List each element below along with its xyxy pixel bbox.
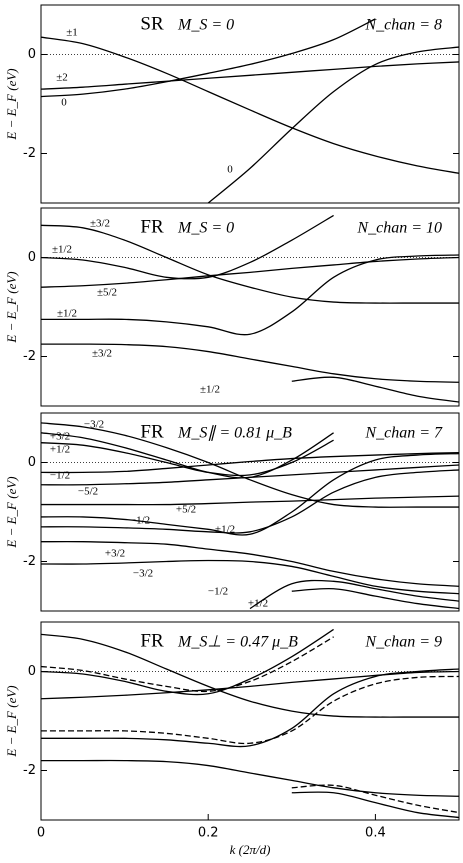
y-tick-label: -2	[23, 763, 36, 778]
panel-title: FR	[140, 421, 164, 442]
x-tick-label: 0.2	[198, 826, 219, 841]
panel-subtitle: M_S∥ = 0.81 μ_B	[177, 425, 292, 442]
band-label: 0	[61, 97, 67, 109]
panel: -2 0 0 0.2 0.4 FR M_S⊥ = 0.47 μ_B N_chan = 9 E −…	[4, 621, 460, 857]
band-curve	[41, 61, 459, 90]
panel-annotation: N_chan = 7	[364, 425, 443, 442]
band-curve	[41, 628, 334, 696]
panel-subtitle: M_S = 0	[177, 220, 234, 237]
band-label: ±3/2	[92, 348, 112, 360]
band-curve	[41, 636, 334, 693]
band-curve	[41, 668, 459, 748]
band-label: ±3/2	[90, 218, 110, 230]
band-label: ±2	[56, 72, 68, 84]
panel-subtitle: M_S = 0	[177, 17, 234, 34]
band-curve	[41, 469, 459, 534]
x-tick-label: 0	[37, 826, 45, 841]
band-label: ±1/2	[52, 244, 72, 256]
frame	[40, 621, 460, 821]
panel-annotation: N_chan = 9	[364, 634, 442, 651]
y-tick-label: 0	[28, 47, 36, 62]
band-curve	[291, 784, 459, 814]
band-curve	[291, 791, 459, 819]
y-tick-label: -2	[23, 554, 36, 569]
band-curve	[291, 376, 459, 403]
band-label: 0	[227, 164, 233, 176]
band-curve	[41, 224, 459, 304]
band-label: −1/2	[208, 586, 228, 598]
band-label: −3/2	[133, 568, 153, 580]
y-axis-label: E − E_F (eV)	[4, 476, 19, 548]
band-label: −3/2	[84, 419, 104, 431]
band-curve	[41, 422, 459, 508]
frame	[40, 207, 460, 407]
y-tick-label: -2	[23, 146, 36, 161]
x-axis-label: k (2π/d)	[230, 842, 271, 857]
band-curve	[41, 256, 459, 288]
panel-title: FR	[140, 216, 164, 237]
band-curve	[41, 559, 459, 595]
panel: -2 0 SR M_S = 0 N_chan = 8 E − E_F (eV) ±1 ±2 0 0	[4, 4, 460, 204]
band-curve	[41, 759, 459, 797]
band-label: +1/2	[215, 524, 235, 536]
band-label: ±5/2	[97, 287, 117, 299]
band-curve	[41, 18, 376, 98]
y-axis-label: E − E_F (eV)	[4, 68, 19, 140]
band-curve	[291, 587, 459, 610]
band-curve	[41, 214, 334, 280]
band-curve	[41, 452, 459, 536]
band-label: +1/2	[248, 598, 268, 610]
band-curve	[41, 254, 459, 336]
band-curve	[41, 36, 459, 174]
band-label: +5/2	[176, 504, 196, 516]
panel-annotation: N_chan = 10	[356, 220, 442, 237]
panel: -2 0 FR M_S∥ = 0.81 μ_B N_chan = 7 E − E_F (e…	[4, 412, 460, 612]
panel-annotation: N_chan = 8	[364, 17, 442, 34]
band-label: +3/2	[50, 431, 70, 443]
band-label: ±1/2	[200, 384, 220, 396]
x-tick-label: 0.4	[365, 826, 386, 841]
panel: -2 0 FR M_S = 0 N_chan = 10 E − E_F (eV) ±3/2 ±…	[4, 207, 460, 407]
frame	[40, 412, 460, 612]
band-curve	[249, 579, 459, 610]
band-label: −1/2	[50, 470, 70, 482]
band-label: +3/2	[105, 548, 125, 560]
panel-title: FR	[140, 630, 164, 651]
band-label: ±1/2	[57, 308, 77, 320]
band-curve	[41, 540, 459, 587]
panel-title: SR	[140, 13, 164, 34]
y-tick-label: -2	[23, 349, 36, 364]
band-curve	[41, 675, 459, 745]
band-curve	[41, 464, 459, 486]
band-curve	[41, 451, 459, 474]
band-label: −1/2	[130, 515, 150, 527]
frame	[40, 4, 460, 204]
band-curve	[41, 439, 334, 477]
y-axis-label: E − E_F (eV)	[4, 685, 19, 757]
y-axis-label: E − E_F (eV)	[4, 271, 19, 343]
band-label: −5/2	[78, 486, 98, 498]
band-label: ±1	[66, 27, 78, 39]
band-curve	[41, 343, 459, 383]
band-label: +1/2	[50, 444, 70, 456]
y-tick-label: 0	[28, 664, 36, 679]
band-curve	[207, 46, 459, 203]
panel-subtitle: M_S⊥ = 0.47 μ_B	[177, 634, 298, 651]
band-curve	[41, 670, 459, 700]
band-curve	[41, 633, 459, 718]
band-curve	[41, 495, 459, 506]
y-tick-label: 0	[28, 250, 36, 265]
y-tick-label: 0	[28, 455, 36, 470]
